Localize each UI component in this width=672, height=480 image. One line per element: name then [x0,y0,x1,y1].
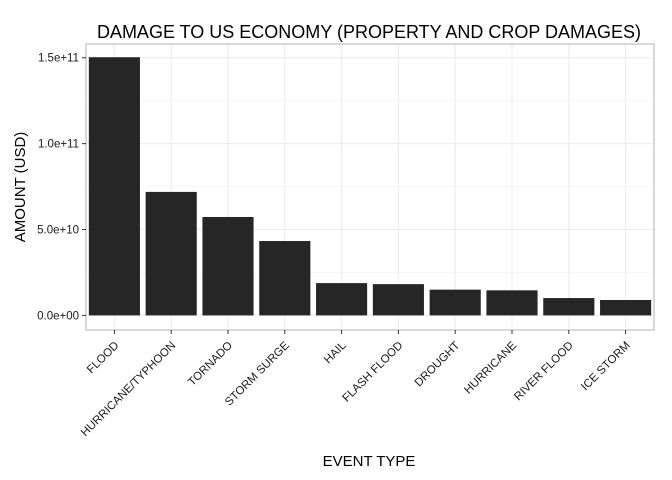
y-axis: 0.0e+00 5.0e+10 1.0e+11 1.5e+11 [37,53,86,322]
x-tick-label: HAIL [322,339,349,366]
bar-7 [429,289,481,316]
chart-title: DAMAGE TO US ECONOMY (PROPERTY AND CROP … [97,22,641,42]
x-tick-label: FLASH FLOOD [341,340,406,405]
x-tick-label: RIVER FLOOD [512,340,576,404]
x-tick-label: FLOOD [85,340,122,377]
x-tick-label: HURRICANE/TYPHOON [79,340,178,439]
x-tick-label: DROUGHT [413,340,463,390]
bars [88,57,652,316]
y-tick-label: 0.0e+00 [37,310,79,322]
y-tick-label: 1.5e+11 [38,53,79,65]
x-axis-title: EVENT TYPE [323,453,416,470]
panel-border [85,43,655,331]
x-tick-label: ICE STORM [579,340,633,394]
bar-10 [600,299,652,316]
y-tick-label: 5.0e+10 [37,225,79,237]
bar-9 [543,298,595,316]
x-tick-label: HURRICANE [462,339,519,396]
bar-4 [259,241,311,316]
y-axis-title: AMOUNT (USD) [12,132,29,243]
x-tick-label: TORNADO [186,340,235,389]
bar-2 [145,191,197,316]
bar-5 [316,283,368,316]
bar-6 [372,284,424,316]
bar-8 [486,290,538,316]
y-tick-label: 1.0e+11 [38,139,79,151]
bar-3 [202,216,254,316]
bar-1 [88,57,140,316]
